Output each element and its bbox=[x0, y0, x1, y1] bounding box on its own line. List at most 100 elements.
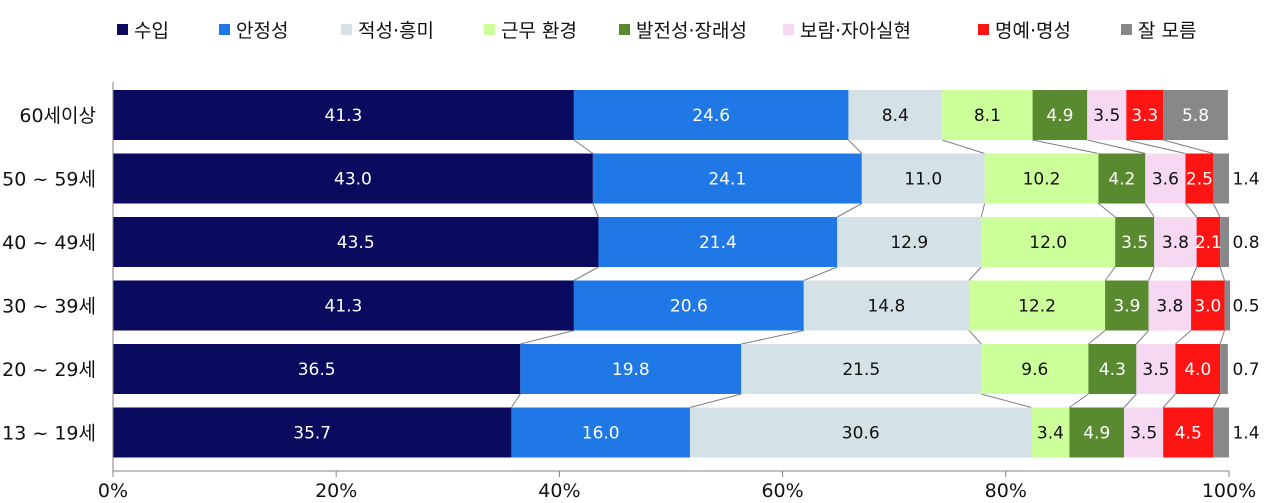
bar-segment-잘-모름 bbox=[1220, 217, 1229, 267]
connector-line bbox=[980, 203, 986, 218]
legend-label-근무-환경: 근무 환경 bbox=[501, 20, 577, 42]
connector-line bbox=[573, 139, 594, 154]
data-label-적성-흥미: 12.9 bbox=[890, 233, 928, 253]
bar-segment-발전성-장래성 bbox=[1105, 280, 1149, 331]
data-label-안정성: 20.6 bbox=[670, 297, 708, 317]
data-label-안정성: 19.8 bbox=[612, 360, 650, 380]
data-label-보람-자아실현: 3.6 bbox=[1152, 170, 1179, 190]
data-label-근무-환경: 12.0 bbox=[1029, 233, 1067, 253]
data-label-잘-모름: 1.4 bbox=[1232, 170, 1259, 190]
data-label-발전성-장래성: 4.9 bbox=[1083, 424, 1110, 444]
legend-swatch-안정성 bbox=[219, 24, 230, 35]
bar-segment-명예-명성 bbox=[1191, 280, 1225, 331]
data-label-근무-환경: 10.2 bbox=[1023, 170, 1061, 190]
bar-row-30-39세: 41.3 20.6 14.8 12.2 3.9 3.8 3.0 0.5 bbox=[113, 280, 1260, 331]
data-label-근무-환경: 9.6 bbox=[1021, 360, 1048, 380]
connector-line bbox=[981, 393, 1032, 408]
bar-segment-보람-자아실현 bbox=[1087, 90, 1127, 140]
legend-label-잘-모름: 잘 모름 bbox=[1138, 20, 1196, 42]
legend-swatch-잘-모름 bbox=[1121, 24, 1132, 35]
connector-line bbox=[1212, 203, 1221, 218]
bar-segment-수입 bbox=[113, 153, 593, 204]
connector-line bbox=[1190, 266, 1198, 281]
bar-segment-보람-자아실현 bbox=[1136, 344, 1176, 394]
data-label-보람-자아실현: 3.5 bbox=[1130, 424, 1157, 444]
legend-swatch-명예-명성 bbox=[978, 24, 989, 35]
series-connector-lines bbox=[510, 139, 1226, 408]
legend-label-명예-명성: 명예·명성 bbox=[995, 20, 1071, 42]
data-label-발전성-장래성: 3.5 bbox=[1121, 233, 1148, 253]
legend-swatch-근무-환경 bbox=[484, 24, 495, 35]
data-label-잘-모름: 0.5 bbox=[1232, 297, 1259, 317]
legend-label-적성-흥미: 적성·흥미 bbox=[358, 20, 434, 42]
category-label: 13 ~ 19세 bbox=[2, 423, 96, 445]
data-label-보람-자아실현: 3.8 bbox=[1162, 233, 1189, 253]
category-label: 20 ~ 29세 bbox=[2, 359, 96, 381]
data-label-수입: 43.0 bbox=[334, 170, 372, 190]
data-label-발전성-장래성: 3.9 bbox=[1113, 297, 1140, 317]
y-axis-category-labels: 60세이상 50 ~ 59세 40 ~ 49세 30 ~ 39세 20 ~ 29세 13 … bbox=[2, 105, 96, 445]
bar-row-40-49세: 43.5 21.4 12.9 12.0 3.5 3.8 2.1 0.8 bbox=[113, 217, 1260, 267]
bar-segment-발전성-장래성 bbox=[1115, 217, 1155, 267]
connector-line bbox=[1163, 139, 1214, 154]
data-label-잘-모름: 1.4 bbox=[1232, 424, 1259, 444]
category-label: 30 ~ 39세 bbox=[2, 296, 96, 318]
legend-label-발전성-장래성: 발전성·장래성 bbox=[636, 20, 747, 42]
bar-segment-적성-흥미 bbox=[803, 280, 969, 331]
connector-line bbox=[510, 393, 521, 408]
x-tick-label: 80% bbox=[985, 480, 1027, 502]
connector-line bbox=[1144, 203, 1155, 218]
data-label-보람-자아실현: 3.5 bbox=[1142, 360, 1169, 380]
connector-line bbox=[1088, 330, 1106, 345]
data-label-잘-모름: 0.8 bbox=[1232, 233, 1259, 253]
bar-segment-잘-모름 bbox=[1213, 153, 1229, 204]
connector-line bbox=[520, 330, 575, 345]
legend-label-안정성: 안정성 bbox=[236, 20, 288, 42]
connector-line bbox=[1104, 266, 1116, 281]
connector-line bbox=[968, 330, 982, 345]
connector-line bbox=[573, 266, 599, 281]
bar-segment-근무-환경 bbox=[1031, 407, 1070, 458]
category-label: 40 ~ 49세 bbox=[2, 232, 96, 254]
chart-legend: 수입 안정성 적성·흥미 근무 환경 발전성·장래성 보람·자아실현 명예·명성 잘 모름 bbox=[117, 20, 1196, 42]
bar-segment-수입 bbox=[113, 90, 574, 140]
bar-segment-수입 bbox=[113, 280, 574, 331]
data-label-명예-명성: 2.5 bbox=[1186, 170, 1213, 190]
bar-segment-안정성 bbox=[511, 407, 690, 458]
bar-segment-잘-모름 bbox=[1220, 344, 1228, 394]
connector-line bbox=[741, 330, 804, 345]
connector-line bbox=[848, 139, 863, 154]
bar-segment-근무-환경 bbox=[968, 280, 1106, 331]
data-label-명예-명성: 4.0 bbox=[1184, 360, 1211, 380]
data-label-잘-모름: 0.7 bbox=[1232, 360, 1259, 380]
data-label-보람-자아실현: 3.8 bbox=[1156, 297, 1183, 317]
connector-line bbox=[803, 266, 838, 281]
bar-segment-명예-명성 bbox=[1196, 217, 1221, 267]
connector-line bbox=[837, 203, 863, 218]
bar-segment-안정성 bbox=[573, 90, 849, 140]
bar-segment-발전성-장래성 bbox=[1098, 153, 1146, 204]
bar-segment-잘-모름 bbox=[1213, 407, 1229, 458]
data-label-적성-흥미: 11.0 bbox=[904, 170, 942, 190]
bar-segment-발전성-장래성 bbox=[1088, 344, 1137, 394]
connector-line bbox=[1087, 139, 1146, 154]
data-label-적성-흥미: 8.4 bbox=[882, 106, 909, 126]
bar-row-50-59세: 43.0 24.1 11.0 10.2 4.2 3.6 2.5 1.4 bbox=[113, 153, 1260, 204]
bar-segment-적성-흥미 bbox=[741, 344, 982, 394]
connector-line bbox=[1098, 203, 1116, 218]
connector-line bbox=[592, 203, 599, 218]
connector-line bbox=[1212, 393, 1221, 408]
bar-segment-보람-자아실현 bbox=[1148, 280, 1192, 331]
bar-segment-근무-환경 bbox=[981, 344, 1089, 394]
bar-row-60세이상: 41.3 24.6 8.4 8.1 4.9 3.5 3.3 5.8 bbox=[113, 90, 1228, 140]
data-label-수입: 41.3 bbox=[325, 297, 363, 317]
connector-line bbox=[1069, 393, 1089, 408]
x-tick-label: 40% bbox=[538, 480, 580, 502]
connector-line bbox=[1219, 330, 1226, 345]
bar-segment-근무-환경 bbox=[984, 153, 1099, 204]
bar-segment-근무-환경 bbox=[942, 90, 1033, 140]
legend-label-보람-자아실현: 보람·자아실현 bbox=[800, 20, 911, 42]
bar-row-13-19세: 35.7 16.0 30.6 3.4 4.9 3.5 4.5 1.4 bbox=[113, 407, 1260, 458]
plot-area: 41.3 24.6 8.4 8.1 4.9 3.5 3.3 5.8 43.0 24.1 11.0 10… bbox=[113, 90, 1260, 458]
